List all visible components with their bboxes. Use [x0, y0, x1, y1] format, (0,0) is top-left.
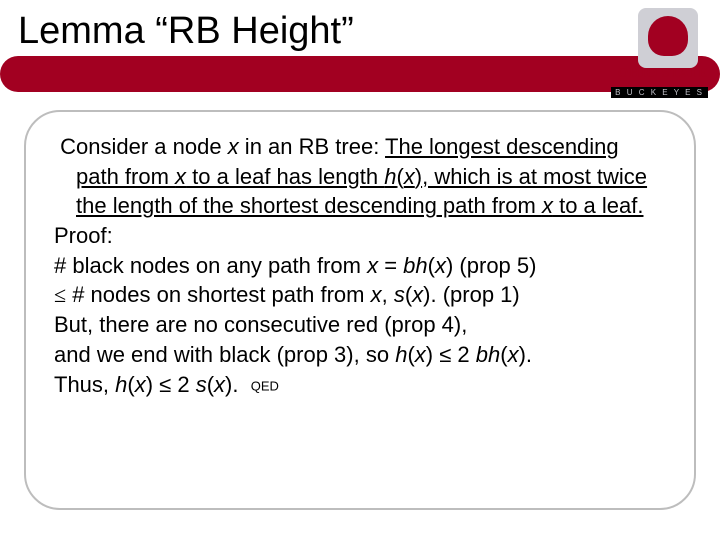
proof-line-3: But, there are no consecutive red (prop … — [54, 310, 666, 340]
proof-line-1: # black nodes on any path from x = bh(x)… — [54, 251, 666, 281]
proof-line-4: and we end with black (prop 3), so h(x) … — [54, 340, 666, 370]
logo: OHIO STATE B U C K E Y E S — [568, 8, 708, 98]
mascot-icon — [638, 8, 698, 68]
logo-line1: OHIO STATE — [568, 66, 708, 82]
logo-text: OHIO STATE B U C K E Y E S — [568, 66, 708, 100]
proof-line-5: Thus, h(x) ≤ 2 s(x). QED — [54, 370, 666, 400]
logo-line2: B U C K E Y E S — [611, 87, 708, 98]
qed-label: QED — [251, 378, 279, 393]
content-box: Consider a node x in an RB tree: The lon… — [24, 110, 696, 510]
proof-label: Proof: — [54, 221, 666, 251]
slide-title: Lemma “RB Height” — [18, 10, 354, 53]
lemma-statement: Consider a node x in an RB tree: The lon… — [54, 132, 666, 221]
body-text: Consider a node x in an RB tree: The lon… — [54, 132, 666, 399]
proof-line-2: ≤ # nodes on shortest path from x, s(x).… — [54, 280, 666, 310]
